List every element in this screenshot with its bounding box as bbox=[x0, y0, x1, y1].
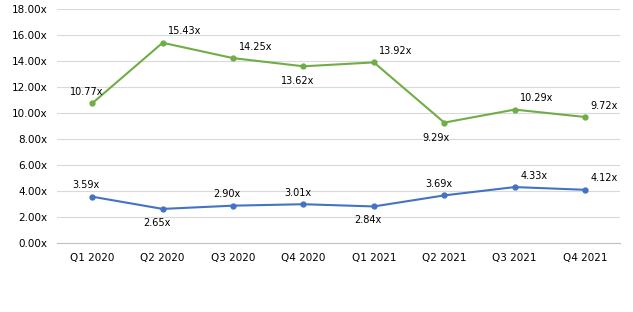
Text: 3.01x: 3.01x bbox=[284, 188, 311, 198]
Interest Coverage ratio (Consolidated Interest Expense) bbox=[299, 202, 307, 206]
Interest Coverage ratio (Consolidated Interest Expense) bbox=[229, 204, 237, 207]
Text: 9.29x: 9.29x bbox=[422, 133, 449, 143]
Text: 3.69x: 3.69x bbox=[425, 179, 452, 189]
Text: 3.59x: 3.59x bbox=[73, 180, 100, 190]
Text: 15.43x: 15.43x bbox=[168, 27, 201, 37]
Interest Coverage ratio (Consolidated Interest Expense) bbox=[370, 205, 378, 208]
Debt to Adjusted EBITDA bbox=[370, 61, 378, 64]
Line: Debt to Adjusted EBITDA: Debt to Adjusted EBITDA bbox=[90, 40, 587, 125]
Text: 10.29x: 10.29x bbox=[520, 93, 554, 103]
Text: 2.84x: 2.84x bbox=[354, 215, 382, 225]
Text: 4.33x: 4.33x bbox=[520, 171, 548, 181]
Debt to Adjusted EBITDA bbox=[511, 108, 518, 111]
Text: 13.92x: 13.92x bbox=[379, 46, 413, 56]
Debt to Adjusted EBITDA bbox=[441, 121, 448, 124]
Text: 2.90x: 2.90x bbox=[213, 189, 241, 199]
Interest Coverage ratio (Consolidated Interest Expense) bbox=[511, 185, 518, 189]
Debt to Adjusted EBITDA bbox=[299, 65, 307, 68]
Interest Coverage ratio (Consolidated Interest Expense) bbox=[89, 195, 96, 198]
Debt to Adjusted EBITDA bbox=[229, 56, 237, 60]
Text: 14.25x: 14.25x bbox=[239, 42, 272, 52]
Text: 10.77x: 10.77x bbox=[70, 87, 103, 97]
Interest Coverage ratio (Consolidated Interest Expense) bbox=[159, 207, 166, 211]
Interest Coverage ratio (Consolidated Interest Expense) bbox=[441, 193, 448, 197]
Text: 2.65x: 2.65x bbox=[143, 217, 170, 227]
Interest Coverage ratio (Consolidated Interest Expense) bbox=[581, 188, 589, 192]
Text: 9.72x: 9.72x bbox=[591, 101, 618, 111]
Debt to Adjusted EBITDA bbox=[581, 115, 589, 119]
Legend: Interest Coverage ratio (Consolidated Interest Expense), Debt to Adjusted EBITDA: Interest Coverage ratio (Consolidated In… bbox=[88, 309, 589, 312]
Debt to Adjusted EBITDA bbox=[159, 41, 166, 45]
Line: Interest Coverage ratio (Consolidated Interest Expense): Interest Coverage ratio (Consolidated In… bbox=[90, 185, 587, 211]
Debt to Adjusted EBITDA bbox=[89, 101, 96, 105]
Text: 13.62x: 13.62x bbox=[281, 76, 315, 86]
Text: 4.12x: 4.12x bbox=[591, 173, 618, 183]
